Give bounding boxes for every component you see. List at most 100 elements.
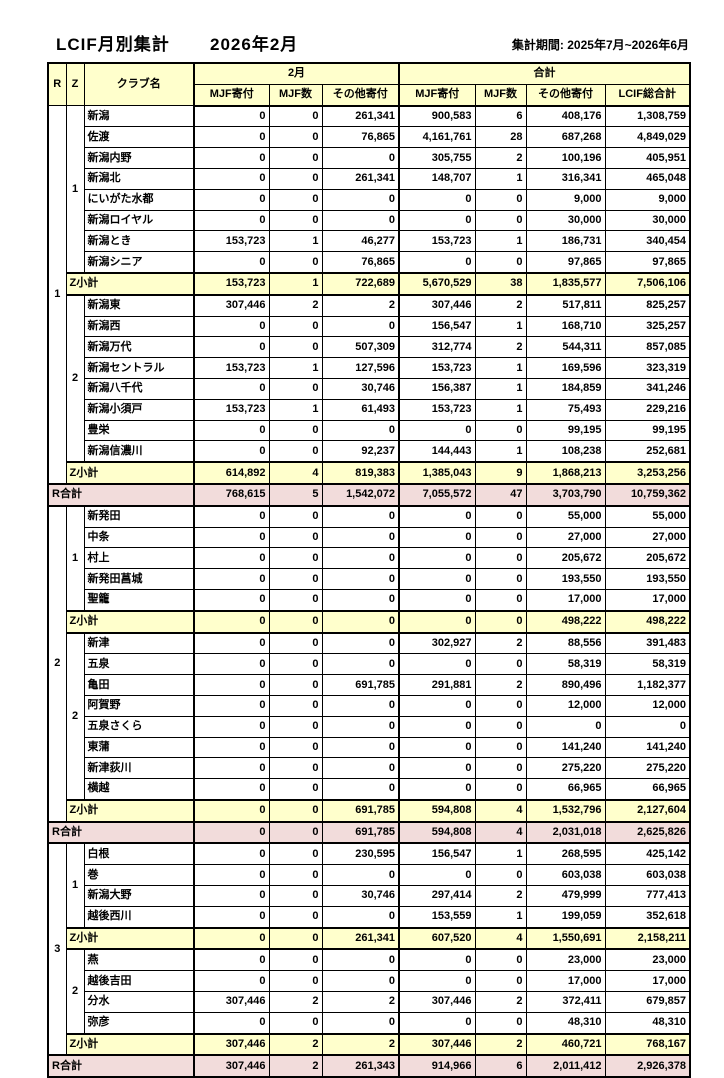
value-cell: 55,000 — [525, 505, 606, 528]
value-cell: 2,625,826 — [604, 820, 691, 845]
value-cell: 498,222 — [525, 609, 606, 634]
header-club-name: クラブ名 — [83, 62, 195, 107]
value-cell: 0 — [268, 905, 323, 929]
value-cell: 2 — [474, 674, 527, 696]
value-cell: 0 — [321, 188, 400, 211]
value-cell: 307,446 — [193, 991, 270, 1013]
value-cell: 0 — [474, 653, 527, 676]
value-cell: 1,550,691 — [525, 926, 606, 951]
value-cell: 0 — [474, 547, 527, 570]
value-cell: 1 — [268, 398, 323, 421]
value-cell: 1 — [474, 315, 527, 338]
value-cell: 0 — [268, 632, 323, 655]
value-cell: 99,195 — [604, 419, 691, 442]
value-cell: 0 — [398, 568, 476, 590]
value-cell: 55,000 — [604, 505, 691, 528]
value-cell: 0 — [321, 315, 400, 338]
value-cell: 0 — [474, 778, 527, 801]
zone-number: 2 — [65, 294, 85, 463]
zone-subtotal-label: Z小計 — [65, 609, 195, 634]
value-cell: 0 — [321, 694, 400, 717]
value-cell: 0 — [193, 632, 270, 655]
value-cell: 0 — [398, 864, 476, 887]
value-cell: 307,446 — [193, 1032, 270, 1057]
value-cell: 261,343 — [321, 1054, 400, 1078]
value-cell: 2,011,412 — [525, 1054, 606, 1078]
value-cell: 0 — [193, 547, 270, 570]
value-cell: 47 — [474, 482, 527, 507]
value-cell: 0 — [268, 209, 323, 232]
value-cell: 0 — [474, 188, 527, 211]
value-cell: 679,857 — [604, 991, 691, 1013]
value-cell: 0 — [525, 715, 606, 738]
value-cell: 0 — [474, 568, 527, 590]
value-cell: 3,703,790 — [525, 482, 606, 507]
value-cell: 7,506,106 — [604, 271, 691, 296]
value-cell: 0 — [193, 778, 270, 801]
value-cell: 141,240 — [525, 736, 606, 759]
value-cell: 0 — [321, 609, 400, 634]
value-cell: 0 — [193, 864, 270, 887]
value-cell: 2,031,018 — [525, 820, 606, 845]
value-cell: 0 — [398, 778, 476, 801]
club-row: 越後吉田 0 0 0 0 0 17,000 17,000 — [48, 970, 691, 993]
value-cell: 156,547 — [398, 842, 476, 866]
value-cell: 6 — [474, 1054, 527, 1078]
value-cell: 23,000 — [525, 948, 606, 972]
value-cell: 0 — [268, 653, 323, 676]
value-cell: 900,583 — [398, 105, 476, 128]
value-cell: 0 — [268, 778, 323, 801]
club-name-cell: 越後西川 — [83, 905, 195, 929]
value-cell: 0 — [268, 694, 323, 717]
value-cell: 30,746 — [321, 377, 400, 400]
value-cell: 48,310 — [604, 1011, 691, 1035]
value-cell: 12,000 — [604, 694, 691, 717]
value-cell: 0 — [268, 926, 323, 951]
value-cell: 0 — [474, 694, 527, 717]
value-cell: 1 — [474, 167, 527, 190]
club-row: 2 新潟東 307,446 2 2 307,446 2 517,811 825,257 — [48, 294, 691, 463]
value-cell: 0 — [193, 526, 270, 549]
value-cell: 1 — [474, 905, 527, 929]
value-cell: 1,542,072 — [321, 482, 400, 507]
value-cell: 0 — [321, 948, 400, 972]
club-name-cell: 中条 — [83, 526, 195, 549]
value-cell: 0 — [398, 188, 476, 211]
value-cell: 0 — [268, 147, 323, 169]
value-cell: 0 — [321, 547, 400, 570]
club-row: 新潟ロイヤル 0 0 0 0 0 30,000 30,000 — [48, 209, 691, 232]
value-cell: 691,785 — [321, 798, 400, 823]
club-row: 新潟西 0 0 0 156,547 1 168,710 325,257 — [48, 315, 691, 338]
value-cell: 302,927 — [398, 632, 476, 655]
value-cell: 275,220 — [604, 757, 691, 780]
club-name-cell: 新潟万代 — [83, 336, 195, 359]
value-cell: 0 — [321, 588, 400, 612]
value-cell: 307,446 — [398, 991, 476, 1013]
value-cell: 0 — [321, 970, 400, 993]
value-cell: 687,268 — [525, 126, 606, 149]
club-name-cell: 新潟小須戸 — [83, 398, 195, 421]
value-cell: 391,483 — [604, 632, 691, 655]
value-cell: 27,000 — [525, 526, 606, 549]
value-cell: 28 — [474, 126, 527, 149]
club-row: 中条 0 0 0 0 0 27,000 27,000 — [48, 526, 691, 549]
club-name-cell: 亀田 — [83, 674, 195, 696]
value-cell: 0 — [193, 694, 270, 717]
club-name-cell: 新津 — [83, 632, 195, 655]
value-cell: 0 — [268, 757, 323, 780]
value-cell: 66,965 — [525, 778, 606, 801]
value-cell: 323,319 — [604, 357, 691, 379]
value-cell: 2 — [474, 632, 527, 655]
value-cell: 2 — [474, 991, 527, 1013]
zone-subtotal-row: Z小計 153,723 1 722,689 5,670,529 38 1,835,577 7,… — [48, 271, 691, 296]
club-row: 新潟内野 0 0 0 305,755 2 100,196 405,951 — [48, 147, 691, 169]
value-cell: 0 — [321, 209, 400, 232]
value-cell: 88,556 — [525, 632, 606, 655]
value-cell: 1 — [268, 357, 323, 379]
value-cell: 0 — [474, 864, 527, 887]
value-cell: 341,246 — [604, 377, 691, 400]
club-name-cell: 新潟セントラル — [83, 357, 195, 379]
value-cell: 0 — [268, 547, 323, 570]
value-cell: 0 — [193, 948, 270, 972]
club-name-cell: 横越 — [83, 778, 195, 801]
